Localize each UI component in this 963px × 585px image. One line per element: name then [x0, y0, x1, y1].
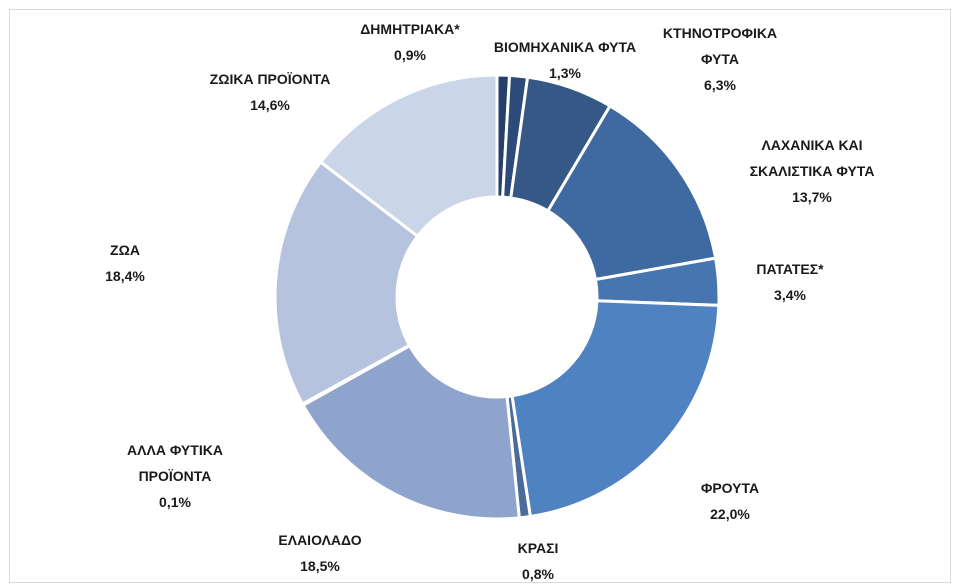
category-label: ΛΑΧΑΝΙΚΑ ΚΑΙ ΣΚΑΛΙΣΤΙΚΑ ΦΥΤΑ: [749, 137, 875, 179]
value-label: 0,8%: [522, 566, 554, 582]
chart-frame: [9, 9, 951, 583]
category-label: ΚΡΑΣΙ: [517, 540, 559, 556]
value-label: 6,3%: [704, 77, 736, 93]
donut-slice: [318, 73, 499, 239]
value-label: 18,5%: [300, 558, 340, 574]
category-label: ΒΙΟΜΗΧΑΝΙΚΑ ΦΥΤΑ: [493, 39, 637, 55]
category-label: ΦΡΟΥΤΑ: [700, 480, 760, 496]
value-label: 22,0%: [710, 506, 750, 522]
slice-label: ΔΗΜΗΤΡΙΑΚΑ* 0,9%: [335, 16, 485, 68]
value-label: 0,9%: [394, 47, 426, 63]
value-label: 0,1%: [159, 494, 191, 510]
value-label: 18,4%: [105, 268, 145, 284]
slice-label: ΖΩΙΚΑ ΠΡΟΪΟΝΤΑ 14,6%: [185, 66, 355, 118]
category-label: ΔΗΜΗΤΡΙΑΚΑ*: [360, 21, 460, 37]
slice-label: ΚΤΗΝΟΤΡΟΦΙΚΑ ΦΥΤΑ 6,3%: [660, 20, 780, 98]
donut-slice: [273, 159, 420, 406]
donut-slice: [545, 103, 718, 282]
category-label: ΖΩΑ: [110, 242, 140, 258]
slice-label: ΚΡΑΣΙ 0,8%: [488, 535, 588, 585]
slice-label: ΦΡΟΥΤΑ 22,0%: [670, 475, 790, 527]
value-label: 14,6%: [250, 97, 290, 113]
category-label: ΑΛΛΑ ΦΥΤΙΚΑ ΠΡΟΪΟΝΤΑ: [127, 442, 223, 484]
value-label: 3,4%: [774, 287, 806, 303]
slice-label: ΖΩΑ 18,4%: [75, 237, 175, 289]
value-label: 1,3%: [549, 65, 581, 81]
slice-label: ΛΑΧΑΝΙΚΑ ΚΑΙ ΣΚΑΛΙΣΤΙΚΑ ΦΥΤΑ 13,7%: [727, 132, 897, 210]
category-label: ΚΤΗΝΟΤΡΟΦΙΚΑ ΦΥΤΑ: [662, 25, 778, 67]
category-label: ΠΑΤΑΤΕΣ*: [756, 261, 824, 277]
slice-label: ΕΛΑΙΟΛΑΔΟ 18,5%: [250, 527, 390, 579]
category-label: ΕΛΑΙΟΛΑΔΟ: [278, 532, 362, 548]
value-label: 13,7%: [792, 189, 832, 205]
slice-label: ΠΑΤΑΤΕΣ* 3,4%: [730, 256, 850, 308]
category-label: ΖΩΙΚΑ ΠΡΟΪΟΝΤΑ: [209, 71, 331, 87]
donut-slice: [301, 343, 521, 521]
donut-slice: [510, 299, 721, 519]
slice-label: ΑΛΛΑ ΦΥΤΙΚΑ ΠΡΟΪΟΝΤΑ 0,1%: [110, 437, 240, 515]
slice-label: ΒΙΟΜΗΧΑΝΙΚΑ ΦΥΤΑ 1,3%: [465, 34, 665, 86]
